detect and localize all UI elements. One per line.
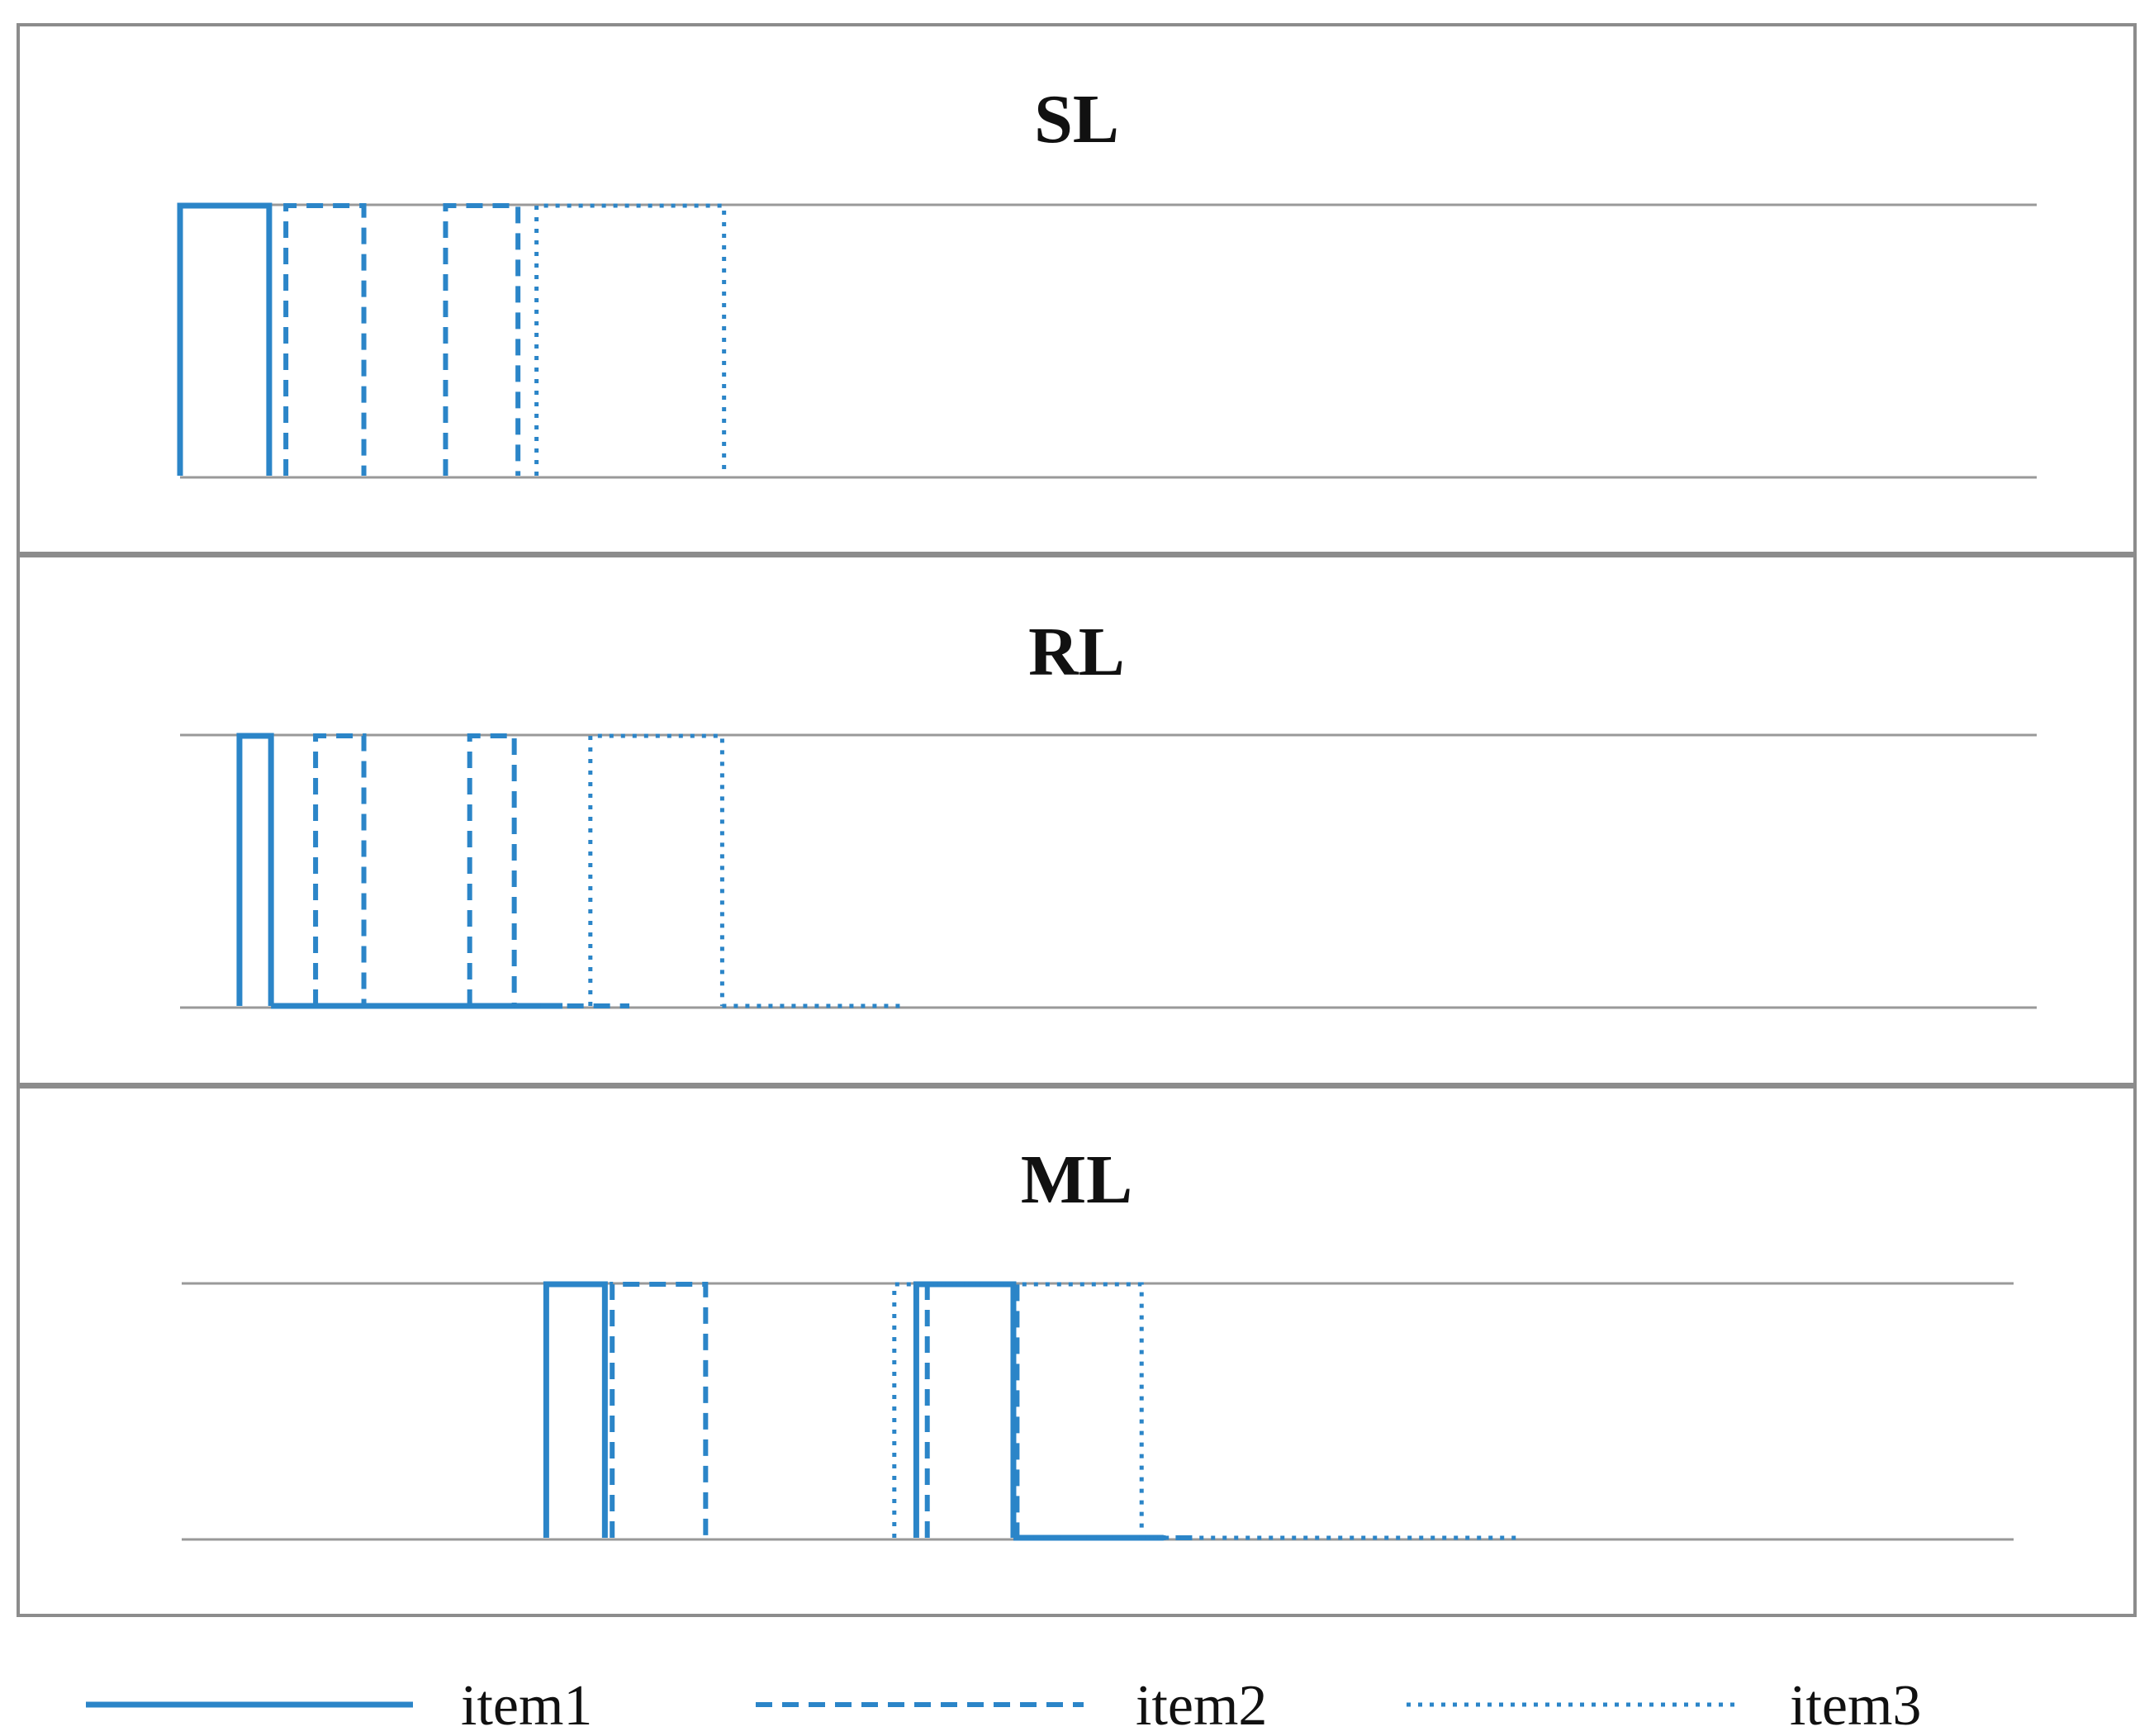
series-item3-trace <box>534 203 727 476</box>
panel-sl: SL <box>17 23 2137 555</box>
panel-frame <box>17 23 2137 555</box>
legend-label-item1: item1 <box>461 1674 592 1736</box>
panel-frame <box>17 554 2137 1086</box>
series-item2-trace <box>313 733 630 1008</box>
legend: item1 item2 item3 <box>86 1674 1921 1736</box>
series-item3-trace <box>892 1282 1517 1540</box>
series-item3-trace <box>588 733 906 1008</box>
series-item2-trace <box>283 203 521 476</box>
series-item2-trace <box>610 1282 1201 1540</box>
panel-title: SL <box>1034 81 1119 158</box>
panel-title: RL <box>1028 614 1125 690</box>
series-item1-trace <box>177 202 273 476</box>
panel-rl: RL <box>17 554 2137 1086</box>
panel-ml: ML <box>17 1085 2137 1617</box>
panel-frame <box>17 1085 2137 1617</box>
legend-label-item3: item3 <box>1790 1674 1921 1736</box>
panel-title: ML <box>1021 1141 1132 1218</box>
legend-label-item2: item2 <box>1136 1674 1267 1736</box>
